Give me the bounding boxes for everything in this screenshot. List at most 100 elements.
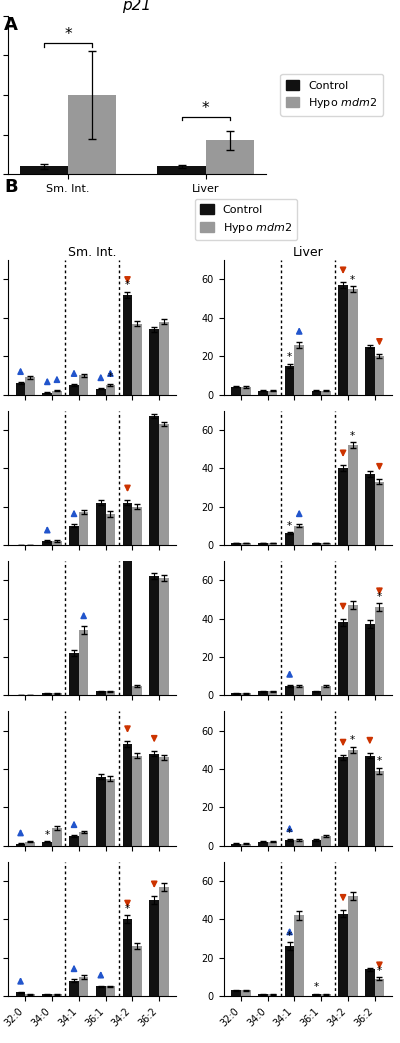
Bar <box>294 526 304 544</box>
Text: *: * <box>125 904 130 914</box>
Bar <box>20 166 68 174</box>
Bar <box>268 692 277 696</box>
Bar <box>231 387 241 394</box>
Bar <box>294 344 304 394</box>
Bar <box>285 533 294 544</box>
Bar <box>123 919 132 996</box>
Bar <box>365 346 375 394</box>
Bar <box>42 694 52 696</box>
Text: *: * <box>125 281 130 290</box>
Bar <box>96 692 106 696</box>
Bar <box>69 653 79 696</box>
Bar <box>268 543 277 544</box>
Bar <box>338 623 348 696</box>
Bar <box>123 552 132 696</box>
Bar <box>150 330 159 394</box>
Text: *: * <box>108 372 113 383</box>
Bar <box>321 685 331 696</box>
Bar <box>123 295 132 394</box>
Bar <box>42 541 52 544</box>
Bar <box>52 391 62 394</box>
Text: *: * <box>314 983 319 992</box>
Bar <box>123 503 132 544</box>
Text: A: A <box>4 16 18 33</box>
Bar <box>42 842 52 846</box>
Bar <box>258 543 268 544</box>
Text: *: * <box>287 827 292 838</box>
Bar <box>159 757 169 846</box>
Text: *: * <box>377 966 382 975</box>
Bar <box>231 543 241 544</box>
Bar <box>321 994 331 996</box>
Text: *: * <box>377 591 382 602</box>
Bar <box>241 543 250 544</box>
Bar <box>294 916 304 996</box>
Bar <box>294 840 304 846</box>
Bar <box>241 694 250 696</box>
Bar <box>312 391 321 394</box>
Title: Liver: Liver <box>292 246 323 259</box>
Bar <box>158 166 206 174</box>
Bar <box>348 605 358 696</box>
Bar <box>69 385 79 394</box>
Bar <box>106 778 115 846</box>
Bar <box>25 994 35 996</box>
Bar <box>79 630 88 696</box>
Bar <box>365 969 375 996</box>
Bar <box>25 842 35 846</box>
Bar <box>312 543 321 544</box>
Bar <box>159 321 169 394</box>
Bar <box>159 578 169 696</box>
Bar <box>132 507 142 544</box>
Bar <box>96 503 106 544</box>
Bar <box>150 754 159 846</box>
Bar <box>285 685 294 696</box>
Bar <box>285 366 294 394</box>
Bar <box>106 514 115 544</box>
Bar <box>321 543 331 544</box>
Bar <box>68 95 116 174</box>
Bar <box>375 978 384 996</box>
Text: *: * <box>350 274 355 285</box>
Bar <box>338 285 348 394</box>
Bar <box>231 844 241 846</box>
Bar <box>375 771 384 846</box>
Legend: Control, Hypo $\it{mdm2}$: Control, Hypo $\it{mdm2}$ <box>280 74 383 116</box>
Legend: Control, Hypo $\it{mdm2}$: Control, Hypo $\it{mdm2}$ <box>195 199 297 240</box>
Bar <box>159 887 169 996</box>
Bar <box>312 994 321 996</box>
Bar <box>132 755 142 846</box>
Text: *: * <box>287 353 292 362</box>
Bar <box>294 685 304 696</box>
Title: p21: p21 <box>122 0 151 14</box>
Text: *: * <box>64 27 72 42</box>
Text: *: * <box>45 829 50 840</box>
Bar <box>69 836 79 846</box>
Text: *: * <box>287 520 292 531</box>
Bar <box>52 541 62 544</box>
Bar <box>132 946 142 996</box>
Bar <box>338 468 348 544</box>
Bar <box>16 383 25 394</box>
Bar <box>79 512 88 544</box>
Bar <box>25 378 35 394</box>
Bar <box>132 323 142 394</box>
Text: *: * <box>202 101 210 116</box>
Bar <box>16 844 25 846</box>
Bar <box>348 445 358 544</box>
Bar <box>106 385 115 394</box>
Bar <box>365 474 375 544</box>
Bar <box>132 685 142 696</box>
Bar <box>321 391 331 394</box>
Bar <box>241 844 250 846</box>
Bar <box>42 392 52 394</box>
Bar <box>268 842 277 846</box>
Bar <box>69 980 79 996</box>
Bar <box>348 896 358 996</box>
Bar <box>79 832 88 846</box>
Bar <box>312 692 321 696</box>
Bar <box>258 692 268 696</box>
Bar <box>258 391 268 394</box>
Bar <box>106 987 115 996</box>
Bar <box>52 694 62 696</box>
